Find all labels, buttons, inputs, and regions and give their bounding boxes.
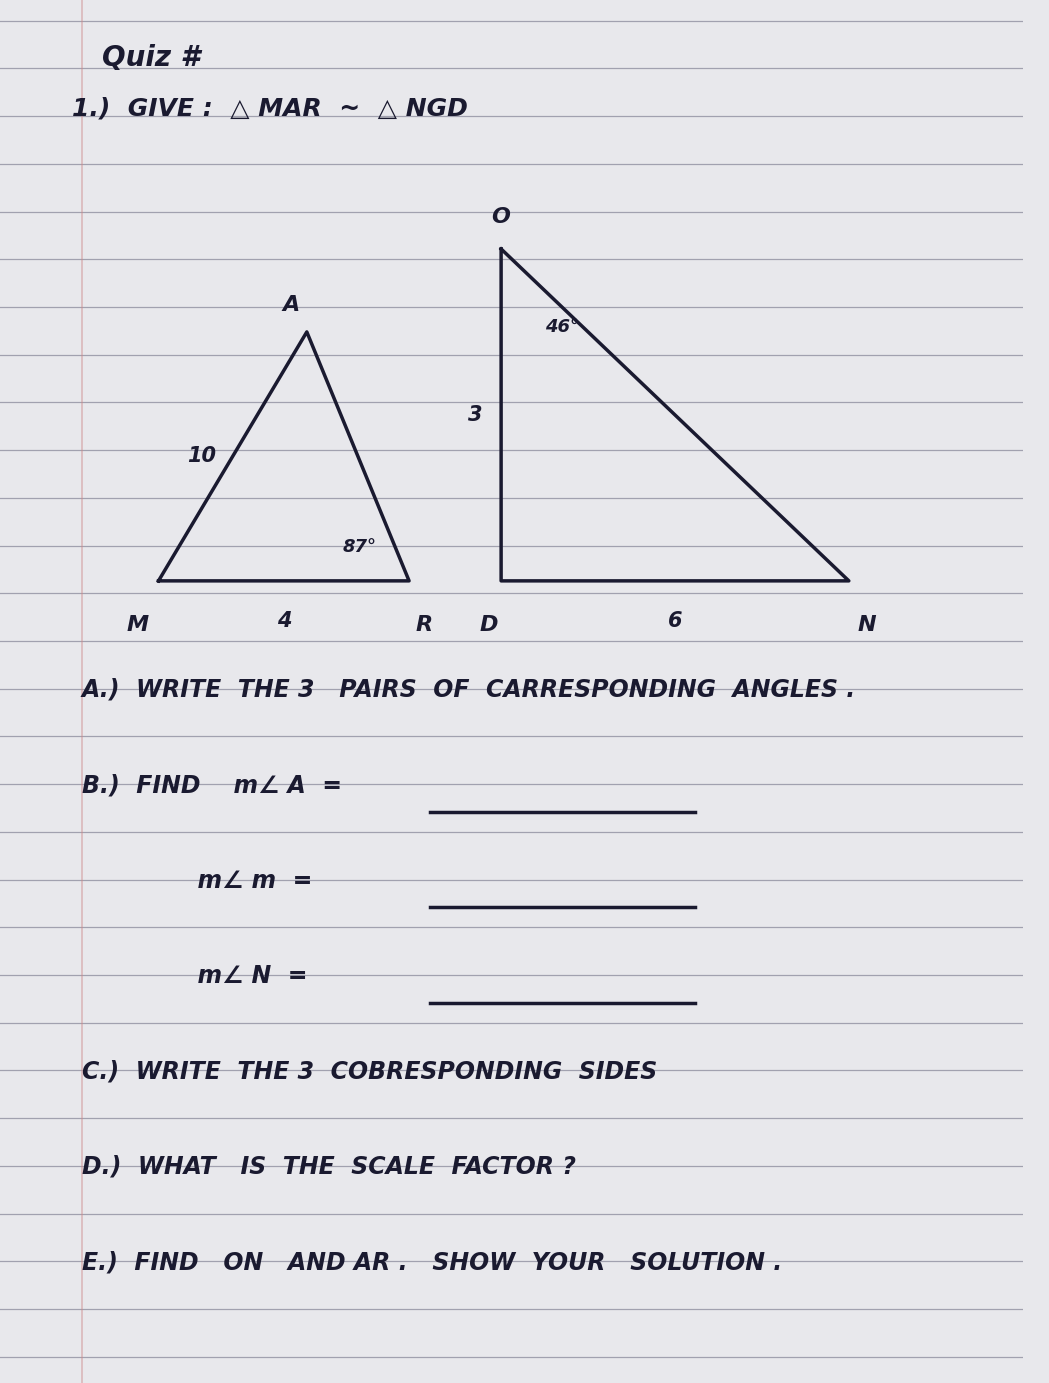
Text: D.)  WHAT   IS  THE  SCALE  FACTOR ?: D.) WHAT IS THE SCALE FACTOR ? — [82, 1155, 576, 1178]
Text: 4: 4 — [277, 611, 291, 631]
Text: E.)  FIND   ON   AND AR .   SHOW  YOUR   SOLUTION .: E.) FIND ON AND AR . SHOW YOUR SOLUTION … — [82, 1250, 783, 1274]
Text: 10: 10 — [188, 447, 216, 466]
Text: 6: 6 — [668, 611, 682, 631]
Text: Quiz #: Quiz # — [102, 44, 200, 72]
Text: C.)  WRITE  THE 3  COBRESPONDING  SIDES: C.) WRITE THE 3 COBRESPONDING SIDES — [82, 1059, 657, 1083]
Text: 87°: 87° — [343, 538, 377, 556]
Text: A.)  WRITE  THE 3   PAIRS  OF  CARRESPONDING  ANGLES .: A.) WRITE THE 3 PAIRS OF CARRESPONDING A… — [82, 678, 856, 701]
Text: B.)  FIND    m∠ A  =: B.) FIND m∠ A = — [82, 773, 342, 797]
Text: m∠ N  =: m∠ N = — [82, 964, 307, 987]
Text: 46°: 46° — [545, 318, 579, 336]
Text: A: A — [283, 296, 300, 315]
Text: 1.)  GIVE :  △ MAR  ~  △ NGD: 1.) GIVE : △ MAR ~ △ NGD — [71, 97, 468, 120]
Text: 3: 3 — [468, 405, 483, 425]
Text: M: M — [127, 615, 149, 635]
Text: O: O — [492, 207, 511, 227]
Text: m∠ m  =: m∠ m = — [82, 869, 313, 892]
Text: R: R — [415, 615, 433, 635]
Text: D: D — [479, 615, 498, 635]
Text: N: N — [858, 615, 877, 635]
